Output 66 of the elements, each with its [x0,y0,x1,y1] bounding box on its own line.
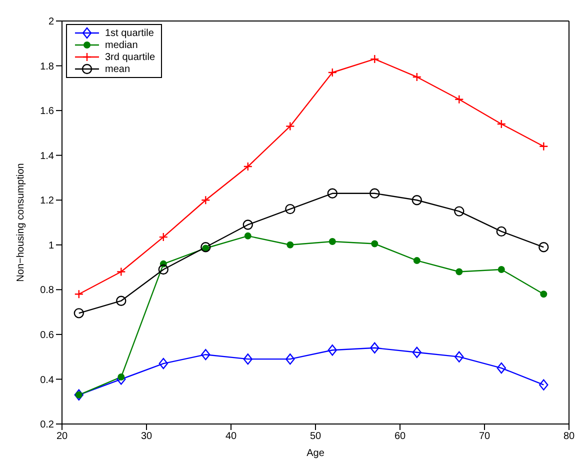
x-tick-label: 20 [56,431,68,442]
point [498,266,505,274]
point [158,264,168,275]
y-tick-label: 0.2 [40,420,54,431]
x-axis-title: Age [306,448,325,459]
point [370,188,380,198]
y-tick-label: 2 [48,16,54,28]
point [539,379,548,390]
point [454,351,464,362]
point [454,206,464,216]
point [539,142,548,151]
x-tick-label: 60 [394,431,406,442]
y-tick-label: 1 [48,240,54,252]
point [328,238,336,246]
point [496,226,506,237]
point [201,196,210,205]
legend-label: mean [105,64,130,74]
point [412,72,422,82]
point [540,290,548,298]
point [328,68,337,78]
x-tick-label: 80 [563,431,575,442]
point [243,162,252,172]
point [413,257,420,264]
x-tick-label: 40 [225,431,237,442]
x-tick-label: 50 [310,431,322,442]
x-tick-label: 70 [478,431,490,442]
point [116,296,126,306]
legend-label: median [105,40,138,50]
point [286,241,294,248]
point [328,344,337,356]
point [454,94,464,104]
point [202,244,210,252]
legend-label: 3rd quartile [105,52,156,62]
point [538,242,549,252]
y-tick-label: 0.6 [40,330,54,341]
y-tick-label: 1.6 [40,106,54,118]
point [74,290,84,299]
point [370,54,380,64]
point [370,342,380,354]
point [496,119,506,129]
x-tick-label: 30 [140,431,152,442]
point [200,242,211,252]
y-axis-title: Non−housing consumption [16,163,27,282]
point [74,308,84,318]
point [242,220,253,230]
point [496,362,506,374]
y-tick-label: 1.8 [40,61,54,72]
y-tick-label: 0.4 [40,374,54,386]
point [286,353,295,365]
point [116,267,126,276]
point [201,348,210,360]
point [327,188,338,198]
point [456,268,463,276]
point [243,353,252,365]
point [285,204,296,214]
legend-label: 1st quartile [105,28,154,38]
point [158,232,168,242]
y-tick-label: 0.8 [40,285,54,296]
point [371,240,378,248]
y-tick-label: 1.2 [40,196,54,207]
point [412,346,422,358]
point [158,358,168,370]
y-tick-label: 1.4 [40,150,54,162]
point [286,122,295,131]
point [244,232,252,240]
point [412,195,422,206]
